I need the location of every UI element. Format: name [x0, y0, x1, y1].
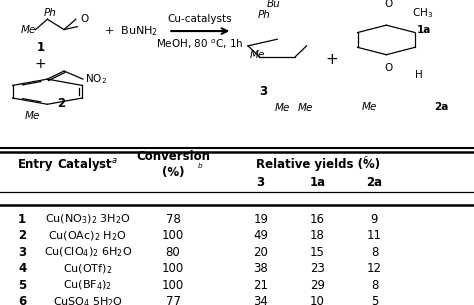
Text: Me: Me: [250, 50, 265, 60]
Text: CH$_3$: CH$_3$: [412, 6, 434, 20]
Text: Cu(ClO$_4$)$_2$ 6H$_2$O: Cu(ClO$_4$)$_2$ 6H$_2$O: [44, 246, 132, 259]
Text: 2a: 2a: [366, 176, 383, 189]
Text: Cu-catalysts: Cu-catalysts: [168, 14, 232, 24]
Text: Conversion: Conversion: [136, 150, 210, 163]
Text: Entry: Entry: [18, 158, 54, 171]
Text: 19: 19: [253, 213, 268, 226]
Text: O: O: [384, 63, 393, 73]
Text: Relative yields (%): Relative yields (%): [255, 158, 380, 171]
Text: 29: 29: [310, 279, 325, 292]
Text: 34: 34: [253, 295, 268, 305]
Text: 1a: 1a: [310, 176, 326, 189]
Text: 3: 3: [256, 176, 265, 189]
Text: 9: 9: [371, 213, 378, 226]
Text: 100: 100: [162, 229, 184, 242]
Text: Me: Me: [274, 103, 290, 113]
Text: 15: 15: [310, 246, 325, 259]
Text: Cu(OTf)$_2$: Cu(OTf)$_2$: [63, 262, 112, 276]
Text: 3: 3: [259, 85, 267, 98]
Text: 4: 4: [18, 262, 26, 275]
Text: 2a: 2a: [434, 102, 448, 112]
Text: Catalyst$^a$: Catalyst$^a$: [57, 156, 118, 173]
Text: Me: Me: [298, 103, 313, 113]
Text: CuSO$_4$ 5H$_2$O: CuSO$_4$ 5H$_2$O: [53, 295, 123, 305]
Text: $^b$: $^b$: [197, 163, 203, 173]
Text: (%): (%): [162, 166, 184, 179]
Text: 11: 11: [367, 229, 382, 242]
Text: 2: 2: [57, 97, 66, 110]
Text: H: H: [415, 70, 422, 81]
Text: 8: 8: [371, 279, 378, 292]
Text: 49: 49: [253, 229, 268, 242]
Text: 5: 5: [18, 279, 26, 292]
Text: 12: 12: [367, 262, 382, 275]
Text: 5: 5: [371, 295, 378, 305]
Text: Cu(NO$_3$)$_2$ 3H$_2$O: Cu(NO$_3$)$_2$ 3H$_2$O: [45, 213, 130, 226]
Text: 2: 2: [18, 229, 26, 242]
Text: NO$_2$: NO$_2$: [85, 72, 107, 86]
Text: Cu(BF$_4$)$_2$: Cu(BF$_4$)$_2$: [63, 278, 112, 292]
Text: O: O: [384, 0, 393, 9]
Text: 18: 18: [310, 229, 325, 242]
Text: 1: 1: [36, 41, 45, 54]
Text: 100: 100: [162, 262, 184, 275]
Text: MeOH, 80 $^o$C, 1h: MeOH, 80 $^o$C, 1h: [156, 38, 244, 51]
Text: Ph: Ph: [43, 8, 56, 18]
Text: 1: 1: [18, 213, 26, 226]
Text: 21: 21: [253, 279, 268, 292]
Text: +: +: [326, 52, 338, 67]
Text: 23: 23: [310, 262, 325, 275]
Text: O: O: [81, 14, 89, 24]
Text: 8: 8: [371, 246, 378, 259]
Text: +: +: [35, 57, 46, 71]
Text: 78: 78: [165, 213, 181, 226]
Text: 1a: 1a: [417, 25, 431, 34]
Text: Cu(OAc)$_2$ H$_2$O: Cu(OAc)$_2$ H$_2$O: [48, 229, 127, 243]
Text: Me: Me: [21, 25, 36, 34]
Text: 80: 80: [165, 246, 181, 259]
Text: $^c$: $^c$: [363, 156, 369, 166]
Text: 38: 38: [253, 262, 268, 275]
Text: 16: 16: [310, 213, 325, 226]
Text: 10: 10: [310, 295, 325, 305]
Text: 20: 20: [253, 246, 268, 259]
Text: +  BuNH$_2$: + BuNH$_2$: [104, 24, 158, 38]
Text: 77: 77: [165, 295, 181, 305]
Text: 100: 100: [162, 279, 184, 292]
Text: Bu: Bu: [267, 0, 281, 9]
Text: 6: 6: [18, 295, 26, 305]
Text: Me: Me: [25, 111, 40, 121]
Text: Me: Me: [362, 102, 377, 112]
Text: Ph: Ph: [258, 10, 271, 20]
Text: 3: 3: [18, 246, 26, 259]
